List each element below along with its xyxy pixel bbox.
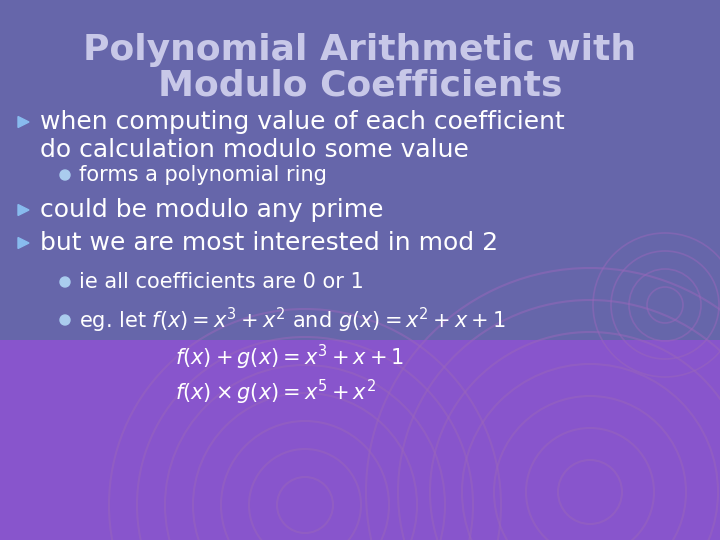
Text: but we are most interested in mod 2: but we are most interested in mod 2 [40,231,498,255]
Circle shape [60,170,70,180]
Text: Modulo Coefficients: Modulo Coefficients [158,68,562,102]
Circle shape [60,277,70,287]
Bar [0,340,720,540]
Text: ie all coefficients are 0 or 1: ie all coefficients are 0 or 1 [79,272,364,292]
Text: when computing value of each coefficient: when computing value of each coefficient [40,110,564,134]
Bar [0,0,720,340]
Text: could be modulo any prime: could be modulo any prime [40,198,384,222]
Text: $f(x) \times g(x) = x^5 + x^2$: $f(x) \times g(x) = x^5 + x^2$ [175,377,376,407]
Text: forms a polynomial ring: forms a polynomial ring [79,165,327,185]
Polygon shape [18,205,29,215]
Polygon shape [18,117,29,127]
Text: $f(x) + g(x) = x^3 + x + 1$: $f(x) + g(x) = x^3 + x + 1$ [175,342,405,372]
Polygon shape [18,238,29,248]
Text: do calculation modulo some value: do calculation modulo some value [40,138,469,162]
Circle shape [60,315,70,325]
Text: Polynomial Arithmetic with: Polynomial Arithmetic with [84,33,636,67]
Text: eg. let $f(x) = x^3 + x^2$ and $g(x) = x^2 + x + 1$: eg. let $f(x) = x^3 + x^2$ and $g(x) = x… [79,306,506,335]
